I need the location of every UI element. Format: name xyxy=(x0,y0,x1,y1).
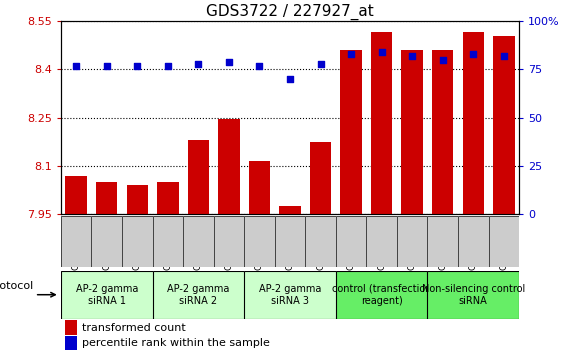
FancyBboxPatch shape xyxy=(122,216,153,267)
FancyBboxPatch shape xyxy=(275,216,305,267)
FancyBboxPatch shape xyxy=(488,216,519,267)
Point xyxy=(163,63,172,68)
FancyBboxPatch shape xyxy=(397,216,427,267)
Text: percentile rank within the sample: percentile rank within the sample xyxy=(82,338,269,348)
Text: transformed count: transformed count xyxy=(82,322,185,332)
Bar xyxy=(463,33,484,214)
FancyBboxPatch shape xyxy=(244,271,336,319)
FancyBboxPatch shape xyxy=(367,216,397,267)
Title: GDS3722 / 227927_at: GDS3722 / 227927_at xyxy=(206,4,374,20)
Bar xyxy=(96,182,117,214)
FancyBboxPatch shape xyxy=(427,271,519,319)
Bar xyxy=(340,50,362,214)
FancyBboxPatch shape xyxy=(427,216,458,267)
FancyBboxPatch shape xyxy=(305,216,336,267)
Bar xyxy=(66,336,77,350)
Text: AP-2 gamma
siRNA 3: AP-2 gamma siRNA 3 xyxy=(259,284,321,306)
Bar xyxy=(432,50,454,214)
FancyBboxPatch shape xyxy=(153,216,183,267)
Bar xyxy=(66,176,87,214)
Point xyxy=(285,76,295,82)
FancyBboxPatch shape xyxy=(183,216,213,267)
Bar xyxy=(310,142,331,214)
Point xyxy=(255,63,264,68)
FancyBboxPatch shape xyxy=(336,271,427,319)
Bar xyxy=(280,206,300,214)
Point xyxy=(316,61,325,67)
Point xyxy=(102,63,111,68)
Text: Non-silencing control
siRNA: Non-silencing control siRNA xyxy=(422,284,525,306)
Bar xyxy=(493,36,514,214)
Point xyxy=(469,51,478,57)
FancyBboxPatch shape xyxy=(336,216,367,267)
Bar xyxy=(126,185,148,214)
Point xyxy=(499,53,509,59)
FancyBboxPatch shape xyxy=(61,271,153,319)
Point xyxy=(377,49,386,55)
Point xyxy=(408,53,417,59)
FancyBboxPatch shape xyxy=(61,216,92,267)
Text: AP-2 gamma
siRNA 2: AP-2 gamma siRNA 2 xyxy=(167,284,230,306)
Point xyxy=(71,63,81,68)
Point xyxy=(438,57,447,63)
Point xyxy=(346,51,356,57)
FancyBboxPatch shape xyxy=(153,271,244,319)
Text: AP-2 gamma
siRNA 1: AP-2 gamma siRNA 1 xyxy=(75,284,138,306)
FancyBboxPatch shape xyxy=(244,216,275,267)
FancyBboxPatch shape xyxy=(92,216,122,267)
FancyBboxPatch shape xyxy=(458,216,488,267)
Bar xyxy=(157,182,179,214)
Bar xyxy=(188,140,209,214)
Bar xyxy=(66,320,77,335)
Bar xyxy=(401,50,423,214)
Point xyxy=(133,63,142,68)
Bar xyxy=(218,119,240,214)
Point xyxy=(194,61,203,67)
Point xyxy=(224,59,234,64)
Text: protocol: protocol xyxy=(0,281,34,291)
Bar xyxy=(249,161,270,214)
FancyBboxPatch shape xyxy=(213,216,244,267)
Bar xyxy=(371,33,392,214)
Text: control (transfection
reagent): control (transfection reagent) xyxy=(332,284,432,306)
